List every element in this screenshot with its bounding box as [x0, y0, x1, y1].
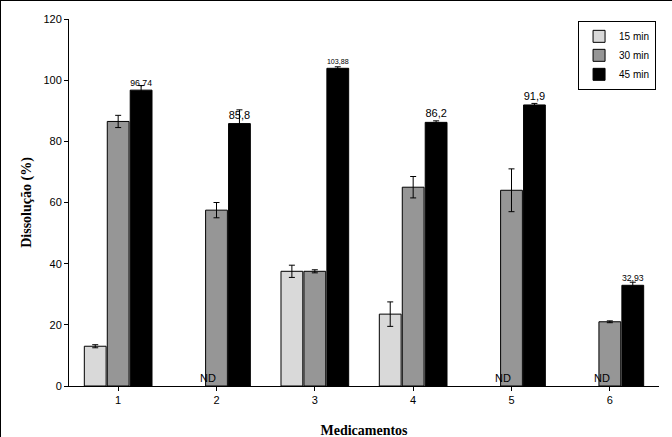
svg-text:ND: ND	[495, 372, 511, 384]
svg-text:100: 100	[43, 74, 61, 86]
svg-text:2: 2	[213, 394, 219, 406]
svg-text:40: 40	[50, 258, 62, 270]
svg-text:ND: ND	[594, 372, 610, 384]
svg-text:32,93: 32,93	[622, 273, 644, 283]
svg-text:96,74: 96,74	[130, 78, 152, 88]
svg-text:60: 60	[50, 196, 62, 208]
svg-text:5: 5	[508, 394, 514, 406]
svg-text:30 min: 30 min	[619, 50, 649, 61]
svg-text:Medicamentos: Medicamentos	[320, 423, 408, 437]
svg-text:1: 1	[115, 394, 121, 406]
svg-text:45 min: 45 min	[619, 69, 649, 80]
svg-text:Dissolução (%): Dissolução (%)	[19, 157, 35, 248]
svg-text:ND: ND	[200, 372, 216, 384]
svg-text:85,8: 85,8	[229, 109, 250, 121]
svg-text:6: 6	[607, 394, 613, 406]
svg-text:120: 120	[43, 13, 61, 25]
svg-text:4: 4	[410, 394, 416, 406]
svg-text:91,9: 91,9	[524, 90, 545, 102]
svg-text:0: 0	[56, 380, 62, 392]
svg-text:3: 3	[312, 394, 318, 406]
svg-text:15 min: 15 min	[619, 31, 649, 42]
svg-text:20: 20	[50, 319, 62, 331]
svg-text:103,88: 103,88	[327, 58, 349, 66]
svg-text:86,2: 86,2	[425, 107, 446, 119]
svg-text:80: 80	[50, 135, 62, 147]
